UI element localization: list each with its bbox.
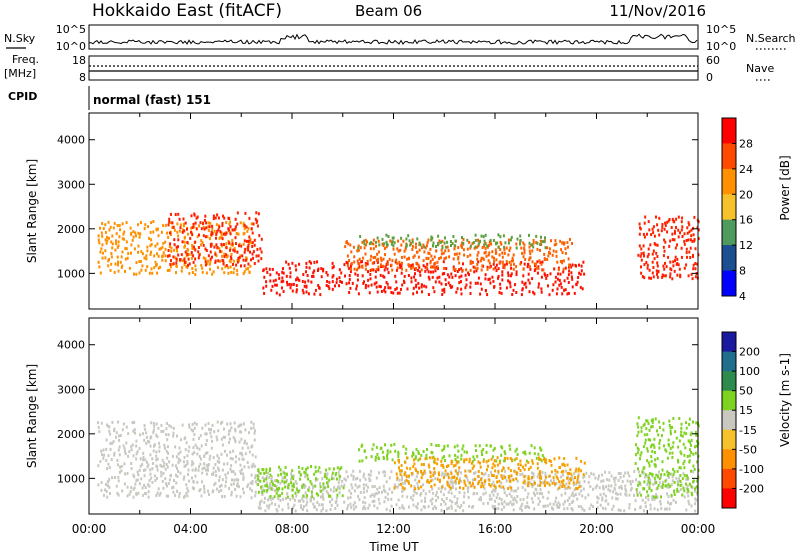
velocity-yticks: 1000 2000 3000 4000 (57, 339, 698, 485)
xtick-label-4: 16:00 (478, 522, 513, 536)
freq-tick-top: 18 (72, 54, 86, 67)
nave-tick-bottom: 0 (706, 71, 713, 84)
cpid-value: normal (fast) 151 (93, 93, 211, 107)
velocity-colorbar: 200 100 50 15 -15 -50 -100 -200 (721, 331, 764, 509)
velocity-colorbar-swatch-1 (722, 351, 736, 372)
nave-tick-top: 60 (706, 54, 720, 67)
power-colorbar-tick-1: 24 (739, 163, 753, 176)
power-colorbar-swatch-0 (722, 118, 736, 144)
velocity-colorbar-tick-6: -100 (739, 463, 764, 476)
nsky-strip: N.Sky 10^5 10^0 10^5 10^0 N.Search (4, 23, 796, 53)
power-ylabel: Slant Range [km] (25, 159, 39, 263)
cpid-label: CPID (8, 90, 37, 103)
freq-tick-bottom: 8 (79, 71, 86, 84)
power-colorbar-label: Power [dB] (778, 155, 792, 220)
nsky-tick-top: 10^5 (56, 23, 86, 36)
power-echo-region-1 (97, 220, 253, 276)
velocity-colorbar-swatch-3 (722, 390, 736, 411)
velocity-ytick-1000: 1000 (57, 472, 85, 485)
power-xticks (88, 113, 699, 309)
xtick-label-6: 00:00 (681, 522, 716, 536)
x-axis-label: Time UT (368, 540, 419, 554)
velocity-colorbar-swatch-6 (722, 449, 736, 470)
velocity-colorbar-swatch-4 (722, 410, 736, 431)
freq-unit: [MHz] (4, 67, 36, 80)
velocity-colorbar-tick-0: 200 (739, 346, 760, 359)
power-colorbar-swatch-1 (722, 143, 736, 170)
velocity-colorbar-swatch-2 (722, 371, 736, 392)
power-colorbar-tick-0: 28 (739, 137, 753, 150)
velocity-colorbar-swatch-7 (722, 468, 736, 489)
power-colorbar-tick-4: 12 (739, 239, 753, 252)
power-colorbar-swatch-4 (722, 219, 736, 246)
power-echo-region-5 (357, 233, 547, 250)
power-ytick-1000: 1000 (57, 267, 85, 280)
date-label: 11/Nov/2016 (609, 2, 706, 20)
cpid-strip: CPID normal (fast) 151 (8, 86, 211, 110)
velocity-colorbar-tick-3: 15 (739, 404, 753, 417)
velocity-panel: 1000 2000 3000 4000 00:00 04:00 08:00 12:00 16:… (25, 317, 716, 554)
freq-label: Freq. (12, 53, 39, 66)
velocity-colorbar-tick-2: 50 (739, 385, 753, 398)
velocity-colorbar-tick-1: 100 (739, 365, 760, 378)
freq-strip: Freq. [MHz] 18 8 60 0 Nave (4, 53, 774, 84)
nsky-trace (88, 33, 698, 45)
power-ytick-3000: 3000 (57, 178, 85, 191)
nave-label: Nave (746, 62, 774, 75)
xtick-label-5: 20:00 (579, 522, 614, 536)
xtick-label-1: 04:00 (173, 522, 208, 536)
velocity-echo-region-4 (358, 442, 546, 464)
velocity-colorbar-tick-5: -50 (739, 443, 757, 456)
velocity-colorbar-swatch-0 (722, 332, 736, 353)
velocity-ytick-4000: 4000 (57, 339, 85, 352)
velocity-colorbar-swatch-8 (722, 488, 736, 509)
xtick-label-2: 08:00 (275, 522, 310, 536)
power-colorbar-tick-3: 16 (739, 214, 753, 227)
velocity-ytick-2000: 2000 (57, 428, 85, 441)
plot-title: Hokkaido East (fitACF) (92, 1, 282, 21)
velocity-xticks: 00:00 04:00 08:00 12:00 16:00 20:00 00:00 (72, 318, 716, 536)
velocity-ytick-3000: 3000 (57, 383, 85, 396)
power-colorbar-swatch-3 (722, 194, 736, 221)
power-colorbar-tick-6: 4 (739, 290, 746, 303)
xtick-label-0: 00:00 (72, 522, 107, 536)
velocity-echo-region-6 (634, 416, 700, 499)
velocity-colorbar-tick-4: -15 (739, 424, 757, 437)
velocity-ylabel: Slant Range [km] (25, 364, 39, 468)
velocity-echo-region-5 (393, 456, 586, 491)
nsearch-tick-top: 10^5 (706, 23, 736, 36)
power-ytick-2000: 2000 (57, 223, 85, 236)
power-colorbar-swatch-5 (722, 245, 736, 271)
velocity-colorbar-label: Velocity [m s-1] (778, 353, 792, 447)
power-panel: 1000 2000 3000 4000 Slant Range [km] (25, 112, 700, 310)
power-colorbar-swatch-2 (722, 168, 736, 195)
power-colorbar-swatch-6 (722, 270, 736, 297)
xtick-label-3: 12:00 (376, 522, 411, 536)
velocity-echo-region-1 (97, 420, 257, 500)
velocity-colorbar-swatch-5 (722, 429, 736, 450)
velocity-colorbar-tick-7: -200 (739, 482, 764, 495)
velocity-echo-region-3 (256, 465, 345, 499)
power-yticks: 1000 2000 3000 4000 (57, 134, 698, 280)
beam-label: Beam 06 (355, 2, 422, 20)
power-ytick-4000: 4000 (57, 134, 85, 147)
power-frame (88, 112, 699, 310)
nsky-label: N.Sky (4, 32, 36, 45)
velocity-scatter (97, 416, 700, 513)
power-colorbar-tick-2: 20 (739, 188, 753, 201)
power-colorbar: 28 24 20 16 12 8 4 (721, 117, 753, 303)
power-scatter (97, 211, 700, 297)
power-echo-region-2 (166, 211, 263, 268)
nsearch-label: N.Search (746, 32, 796, 45)
power-echo-region-4 (344, 237, 573, 272)
nsearch-tick-bottom: 10^0 (706, 40, 736, 53)
velocity-frame (88, 317, 699, 515)
power-echo-region-6 (637, 215, 700, 281)
power-colorbar-tick-5: 8 (739, 265, 746, 278)
nsky-tick-bottom: 10^0 (56, 40, 86, 53)
